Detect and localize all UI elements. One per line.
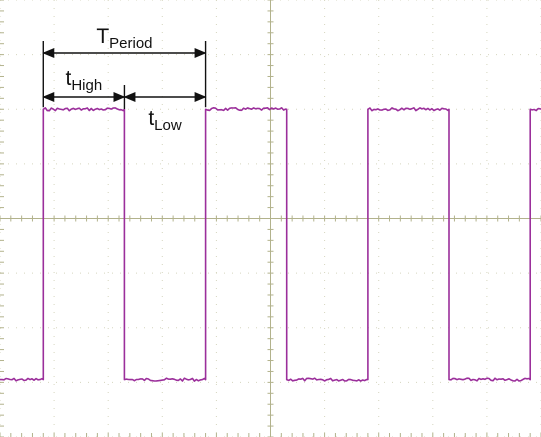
low-label: tLow (148, 107, 182, 134)
high-label-sub: High (71, 77, 102, 94)
waveform-layer (0, 107, 541, 382)
period-label: TPeriod (96, 25, 152, 52)
period-label-sub: Period (109, 35, 152, 52)
timing-annotations: TPeriod tHigh tLow (42, 25, 207, 134)
period-label-main: T (96, 25, 109, 48)
high-label: tHigh (66, 67, 103, 94)
square-wave-trace (0, 107, 541, 382)
low-label-sub: Low (154, 117, 182, 134)
high-label-main: t (66, 67, 72, 90)
low-label-main: t (148, 107, 154, 130)
